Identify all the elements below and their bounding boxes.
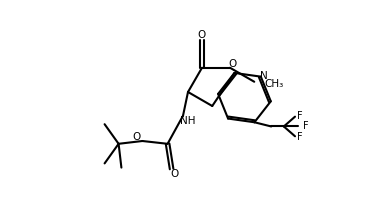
Text: F: F: [297, 111, 303, 121]
Text: O: O: [132, 132, 140, 142]
Text: NH: NH: [180, 116, 196, 126]
Text: O: O: [170, 169, 179, 179]
Text: O: O: [198, 30, 206, 40]
Text: F: F: [303, 121, 308, 131]
Text: N: N: [260, 71, 268, 81]
Text: F: F: [297, 132, 303, 142]
Text: CH₃: CH₃: [264, 79, 284, 89]
Text: O: O: [229, 59, 237, 69]
